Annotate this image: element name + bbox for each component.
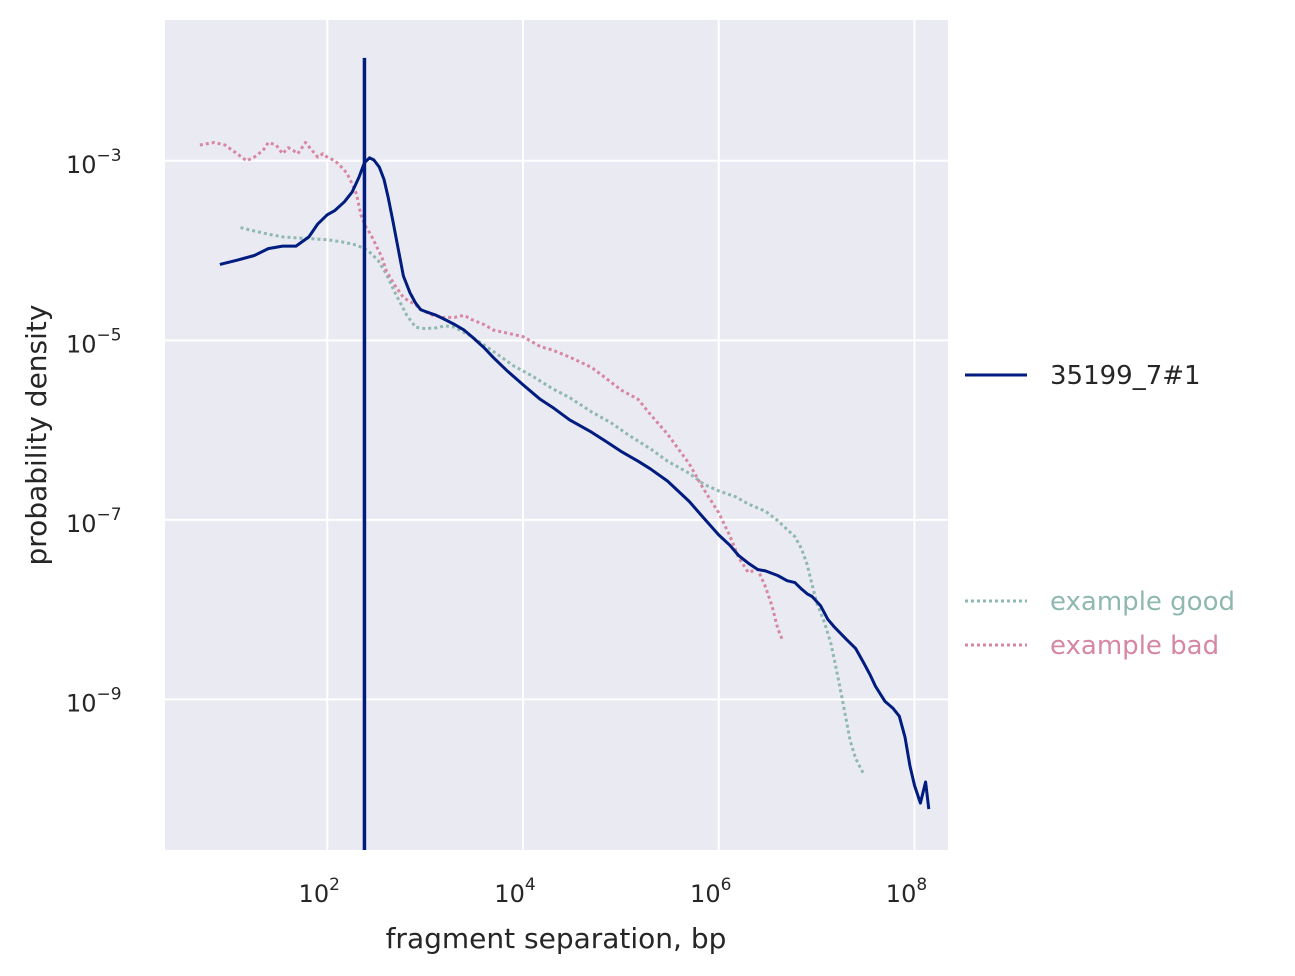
y-tick-label-2: 10−7: [66, 505, 122, 538]
y-tick-label-3: 10−9: [66, 684, 122, 717]
x-tick-label-0: 102: [299, 875, 340, 908]
legend-label-35199: 35199_7#1: [1050, 361, 1201, 391]
y-axis-title: probability density: [20, 305, 53, 566]
y-tick-label-1: 10−5: [66, 325, 122, 358]
series-line-0: [219, 156, 931, 810]
x-tick-labels: 102 104 106 108: [299, 875, 928, 908]
y-tick-label-0: 10−3: [66, 146, 122, 179]
legend-label-example-bad: example bad: [1050, 631, 1219, 661]
legend-label-example-good: example good: [1050, 587, 1235, 617]
x-tick-label-3: 108: [886, 875, 927, 908]
series-line-1: [240, 226, 865, 774]
legend: 35199_7#1 example good example bad: [965, 361, 1235, 661]
x-tick-label-1: 104: [494, 875, 535, 908]
grid: [165, 20, 948, 850]
plot-background: [165, 20, 948, 850]
series-lines: [199, 57, 931, 850]
x-tick-label-2: 106: [690, 875, 731, 908]
y-tick-labels: 10−3 10−5 10−7 10−9: [66, 146, 122, 718]
x-axis-title: fragment separation, bp: [386, 922, 727, 955]
